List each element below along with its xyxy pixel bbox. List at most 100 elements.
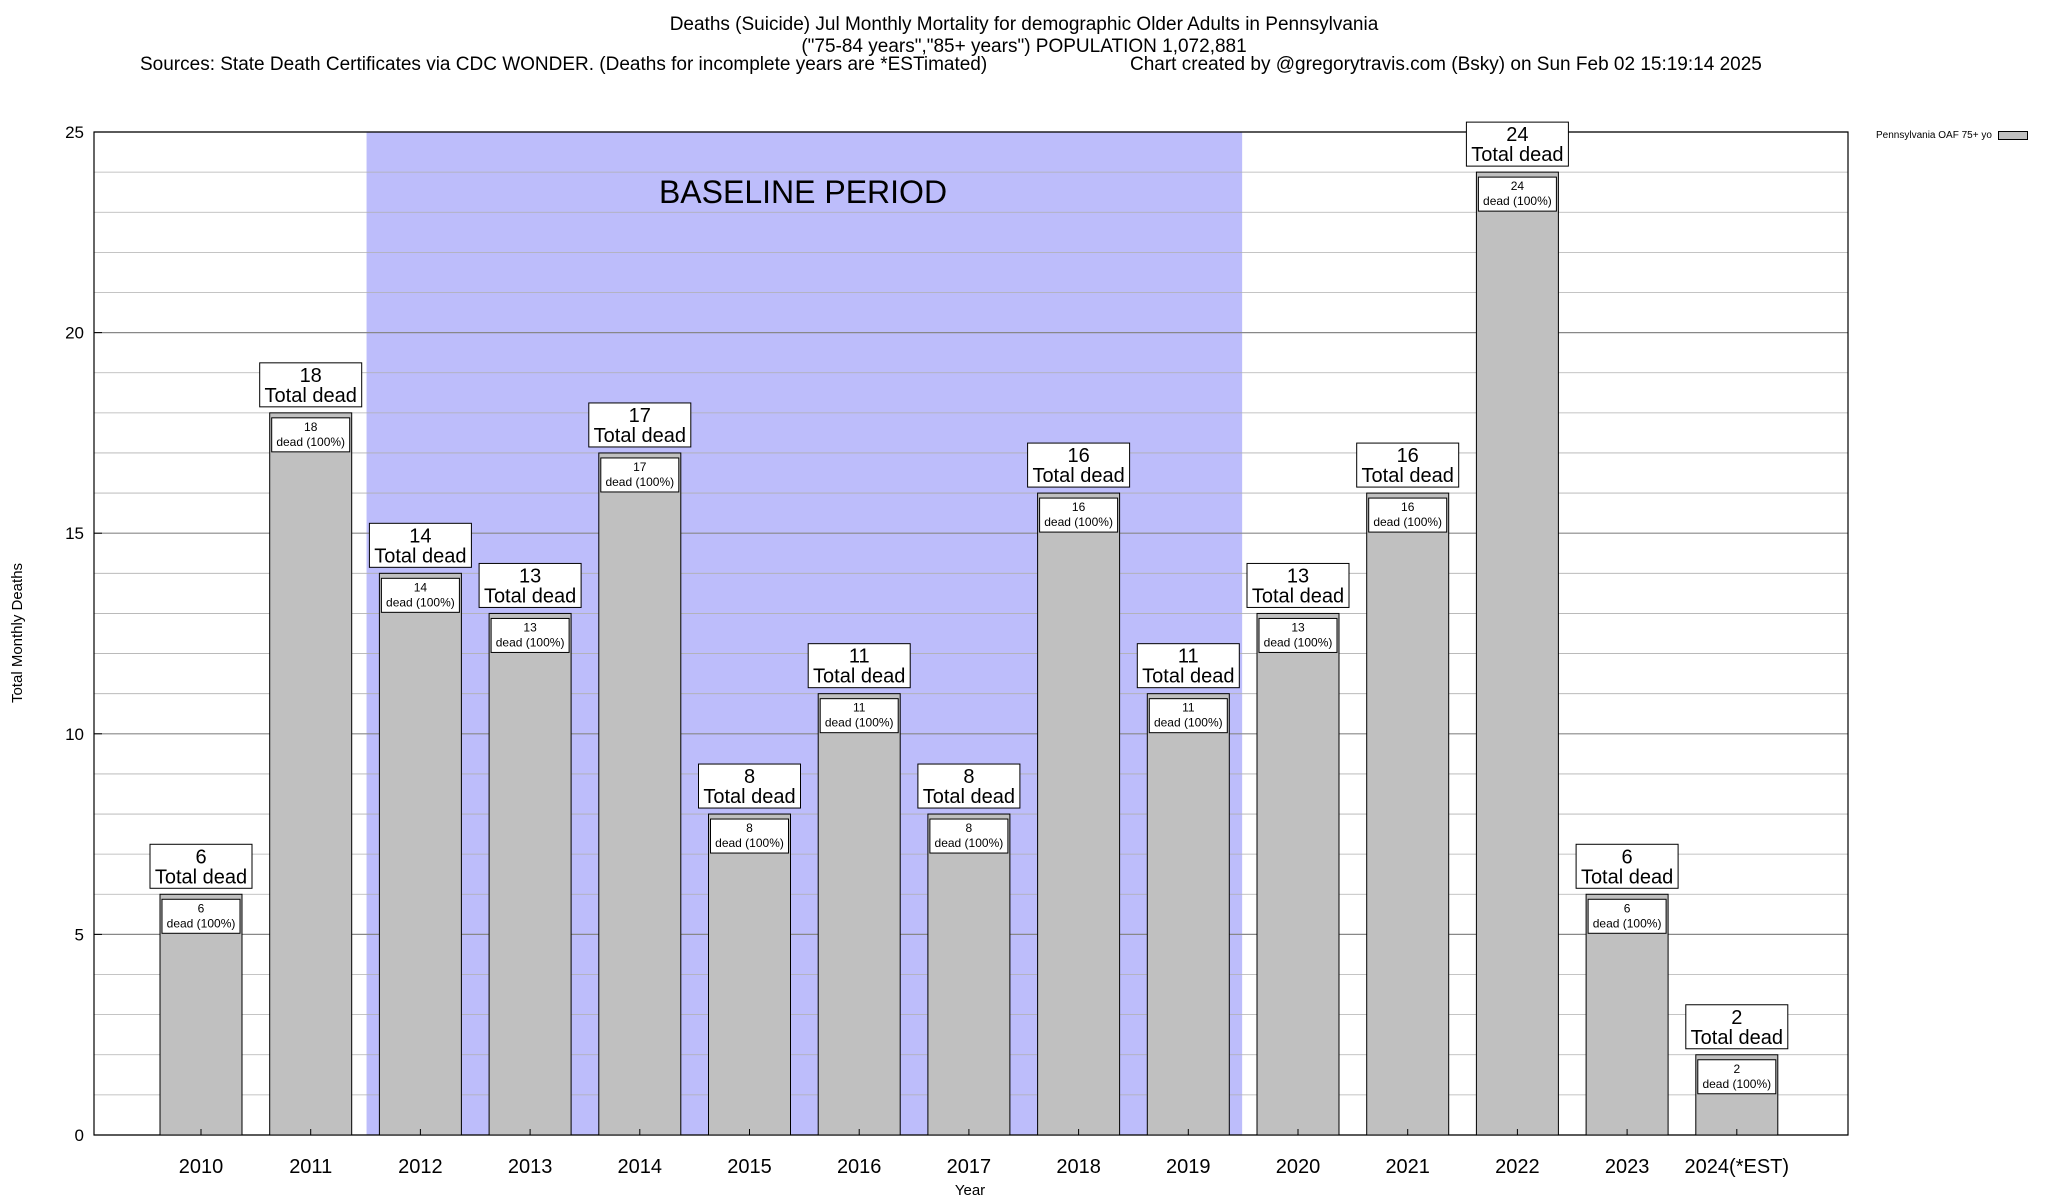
chart-title: Deaths (Suicide) Jul Monthly Mortality f…: [669, 14, 1379, 35]
bar-inner-label-box: [490, 617, 570, 653]
bar-inner-label-box: [1148, 698, 1228, 734]
bar-total-label: Total dead: [265, 385, 357, 407]
x-tick-label: 2012: [398, 1156, 443, 1178]
bar: [378, 572, 462, 1136]
bar-total-label: Total dead: [1032, 465, 1124, 487]
bar-inner-label-box: [929, 818, 1009, 854]
x-tick-label: 2018: [1056, 1156, 1101, 1178]
x-tick-label: 2016: [837, 1156, 882, 1178]
bar-inner-label: dead (100%): [496, 635, 565, 649]
bar-total-label: Total dead: [155, 866, 247, 888]
bar-total-label-box: [1027, 442, 1131, 488]
bar-total-value: 11: [1178, 646, 1199, 668]
legend: Pennsylvania OAF 75+ yo: [1876, 130, 2028, 141]
bar-total-label: Total dead: [813, 666, 905, 688]
bar: [488, 612, 572, 1136]
x-axis-label: Year: [955, 1182, 985, 1199]
sources-note: Sources: State Death Certificates via CD…: [140, 54, 988, 75]
x-tick-label: 2010: [179, 1156, 224, 1178]
y-axis-label: Total Monthly Deaths: [9, 563, 26, 703]
bar-total-value: 6: [1622, 846, 1633, 868]
bar-inner-value: 6: [1624, 901, 1631, 915]
bar-total-label-box: [149, 843, 253, 889]
bar-inner-value: 8: [966, 821, 973, 835]
bar-total-value: 8: [963, 766, 974, 788]
bar-total-label: Total dead: [923, 786, 1015, 808]
bar-inner-label: dead (100%): [1044, 515, 1113, 529]
bar-inner-value: 14: [414, 580, 428, 594]
bar-total-label: Total dead: [1252, 585, 1344, 607]
bar-total-label-box: [1685, 1004, 1789, 1050]
bar-total-value: 18: [300, 365, 322, 387]
bar: [1256, 612, 1340, 1136]
bar: [1037, 492, 1121, 1136]
bar-inner-label: dead (100%): [605, 475, 674, 489]
bar-total-value: 16: [1397, 445, 1419, 467]
bar-inner-label: dead (100%): [715, 836, 784, 850]
bar-inner-label: dead (100%): [1154, 716, 1223, 730]
bar-inner-value: 18: [304, 420, 318, 434]
bar: [1366, 492, 1450, 1136]
x-tick-label: 2011: [289, 1156, 332, 1178]
bar-total-value: 17: [629, 405, 651, 427]
bar-inner-value: 16: [1072, 500, 1086, 514]
y-tick-label: 0: [75, 1126, 84, 1145]
bar-inner-label-box: [819, 698, 899, 734]
legend-swatch: [1997, 131, 2028, 140]
y-tick-label: 5: [75, 925, 84, 944]
bar-total-label-box: [807, 643, 911, 689]
bar-total-label-box: [588, 402, 692, 448]
bar-inner-label: dead (100%): [1264, 635, 1333, 649]
bar-inner-value: 24: [1511, 179, 1525, 193]
bar-inner-value: 13: [523, 620, 537, 634]
bar-inner-label-box: [710, 818, 789, 854]
bar-total-label: Total dead: [1471, 144, 1563, 166]
bar-inner-value: 6: [198, 901, 205, 915]
bar-inner-label: dead (100%): [1373, 515, 1442, 529]
x-tick-label: 2017: [947, 1156, 992, 1178]
bar-total-label-box: [1356, 442, 1460, 488]
bar: [927, 813, 1011, 1136]
bar-total-label: Total dead: [484, 585, 576, 607]
created-note: Chart created by @gregorytravis.com (Bsk…: [1130, 54, 1762, 75]
bar-inner-value: 11: [853, 701, 866, 715]
x-tick-label: 2023: [1605, 1156, 1650, 1178]
bar-inner-value: 13: [1291, 620, 1305, 634]
chart-subtitle: ("75-84 years","85+ years") POPULATION 1…: [801, 36, 1247, 57]
bar-inner-label: dead (100%): [1483, 194, 1552, 208]
x-tick-label: 2015: [727, 1156, 772, 1178]
bar: [159, 893, 243, 1136]
bar-total-label: Total dead: [374, 545, 466, 567]
x-tick-label: 2021: [1385, 1156, 1430, 1178]
bar-total-value: 13: [1287, 565, 1309, 587]
bar-inner-label: dead (100%): [825, 716, 894, 730]
bar-inner-label-box: [1587, 898, 1667, 934]
bar-inner-value: 16: [1401, 500, 1415, 514]
x-tick-label: 2020: [1276, 1156, 1321, 1178]
bar-total-label-box: [1465, 121, 1569, 167]
bar-total-value: 8: [744, 766, 755, 788]
bar-inner-value: 17: [633, 460, 647, 474]
bar-total-value: 14: [409, 525, 431, 547]
bar: [269, 412, 353, 1136]
bar-total-label: Total dead: [1142, 666, 1234, 688]
bar-total-label: Total dead: [1691, 1027, 1783, 1049]
x-tick-label: 2019: [1166, 1156, 1211, 1178]
bar-total-value: 24: [1506, 124, 1528, 146]
bar: [1475, 171, 1559, 1136]
bar-inner-label-box: [600, 457, 680, 493]
chart-titles: Deaths (Suicide) Jul Monthly Mortality f…: [0, 14, 2048, 58]
bar-inner-label: dead (100%): [276, 435, 345, 449]
bar-inner-label: dead (100%): [1593, 916, 1662, 930]
bar-inner-value: 11: [1182, 701, 1195, 715]
y-tick-label: 25: [65, 123, 84, 142]
bar-inner-label-box: [1697, 1059, 1777, 1095]
bar-total-label-box: [259, 362, 363, 408]
bar-inner-value: 2: [1733, 1062, 1740, 1076]
bar-total-label: Total dead: [1581, 866, 1673, 888]
bar: [817, 693, 901, 1136]
bar-total-label-box: [1246, 562, 1350, 608]
bar-total-value: 6: [195, 846, 206, 868]
bar-inner-label: dead (100%): [935, 836, 1004, 850]
